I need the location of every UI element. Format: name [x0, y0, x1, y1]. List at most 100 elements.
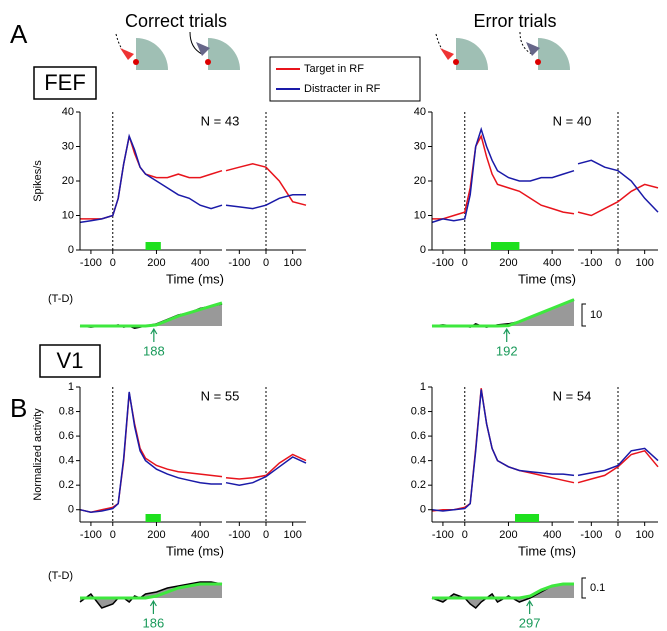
area-box: [39, 344, 101, 378]
y-tick-label: 0.6: [411, 430, 426, 442]
y-tick-label: 40: [62, 106, 74, 118]
x-tick-label: 200: [499, 529, 517, 541]
y-tick-label: 0: [420, 244, 426, 256]
y-tick-label: 0.8: [59, 405, 74, 417]
y-tick-label: 30: [62, 140, 74, 152]
series-line: [431, 388, 575, 512]
legend-box: [269, 56, 421, 102]
n-label: N = 54: [553, 388, 592, 403]
diff-label: (T-D): [48, 293, 73, 305]
diff-label: (T-D): [48, 570, 73, 582]
scale-bar-label: 10: [590, 309, 602, 321]
diff-area: [432, 584, 574, 608]
x-tick-label: -100: [228, 257, 250, 269]
series-line: [79, 133, 223, 224]
y-tick-label: 0: [68, 504, 74, 516]
series-line: [431, 389, 575, 512]
x-tick-label: 0: [462, 257, 468, 269]
y-tick-label: 1: [68, 381, 74, 393]
x-tick-label: -100: [580, 529, 602, 541]
x-axis-label: Time (ms): [166, 271, 224, 286]
area-label: V1: [57, 348, 84, 373]
latency-label: 188: [143, 343, 165, 358]
series-line: [225, 456, 307, 486]
scale-bar: [581, 303, 586, 327]
x-tick-label: -100: [432, 529, 454, 541]
significance-bar: [490, 242, 520, 250]
x-tick-label: 100: [635, 257, 653, 269]
series-line: [432, 134, 575, 220]
x-tick-label: 100: [635, 529, 653, 541]
series-line: [225, 163, 307, 206]
x-tick-label: 400: [543, 257, 561, 269]
n-label: N = 55: [201, 388, 240, 403]
series-line: [577, 447, 659, 477]
series-line: [431, 126, 575, 224]
y-tick-label: 20: [62, 175, 74, 187]
diff-area: [80, 582, 222, 608]
x-tick-label: 0: [110, 257, 116, 269]
y-tick-label: 0.4: [411, 455, 426, 467]
x-axis-label: Time (ms): [166, 543, 224, 558]
x-tick-label: 200: [499, 257, 517, 269]
scale-bar-label: 0.1: [590, 582, 605, 594]
y-tick-label: 40: [414, 106, 426, 118]
significance-bar: [515, 514, 540, 522]
x-tick-label: -100: [80, 257, 102, 269]
legend-label: Target in RF: [304, 63, 364, 75]
diff-fit: [432, 582, 574, 600]
x-tick-label: 200: [147, 529, 165, 541]
y-tick-label: 30: [414, 140, 426, 152]
panel-letter: B: [10, 393, 27, 423]
latency-arrow: [149, 599, 157, 614]
x-tick-label: 400: [191, 257, 209, 269]
n-label: N = 43: [201, 113, 240, 128]
x-tick-label: 0: [615, 529, 621, 541]
x-tick-label: -100: [580, 257, 602, 269]
y-tick-label: 0: [420, 504, 426, 516]
x-tick-label: 0: [462, 529, 468, 541]
y-tick-label: 10: [414, 209, 426, 221]
latency-label: 186: [143, 615, 165, 630]
area-label: FEF: [44, 70, 86, 95]
latency-arrow: [150, 327, 158, 342]
x-tick-label: 400: [191, 529, 209, 541]
y-axis-label: Spikes/s: [32, 160, 44, 202]
y-tick-label: 0.2: [59, 479, 74, 491]
x-tick-label: 200: [147, 257, 165, 269]
x-tick-label: 0: [263, 257, 269, 269]
significance-bar: [145, 514, 161, 522]
y-tick-label: 0.8: [411, 405, 426, 417]
latency-arrow: [503, 327, 511, 342]
series-line: [79, 392, 223, 513]
x-tick-label: 400: [543, 529, 561, 541]
y-axis-label: Normalized activity: [32, 408, 44, 501]
area-box: [33, 66, 97, 100]
x-tick-label: 0: [615, 257, 621, 269]
y-tick-label: 20: [414, 175, 426, 187]
series-line: [577, 159, 659, 213]
x-tick-label: -100: [228, 529, 250, 541]
y-tick-label: 0.4: [59, 455, 74, 467]
x-tick-label: 0: [110, 529, 116, 541]
significance-bar: [145, 242, 161, 250]
x-tick-label: -100: [80, 529, 102, 541]
y-tick-label: 1: [420, 381, 426, 393]
icons: [115, 31, 570, 70]
diff-area: [432, 299, 574, 328]
x-tick-label: 100: [283, 529, 301, 541]
series-line: [79, 391, 222, 513]
y-tick-label: 10: [62, 209, 74, 221]
diff-fit: [80, 301, 223, 328]
diff-area: [80, 304, 222, 329]
x-tick-label: 100: [283, 257, 301, 269]
latency-arrow: [526, 599, 534, 614]
latency-label: 297: [519, 615, 541, 630]
scale-bar: [581, 577, 586, 599]
latency-label: 192: [496, 343, 518, 358]
diff-fit: [80, 582, 222, 600]
x-tick-label: 0: [263, 529, 269, 541]
legend-label: Distracter in RF: [304, 83, 381, 95]
panel-letter: A: [10, 19, 28, 49]
